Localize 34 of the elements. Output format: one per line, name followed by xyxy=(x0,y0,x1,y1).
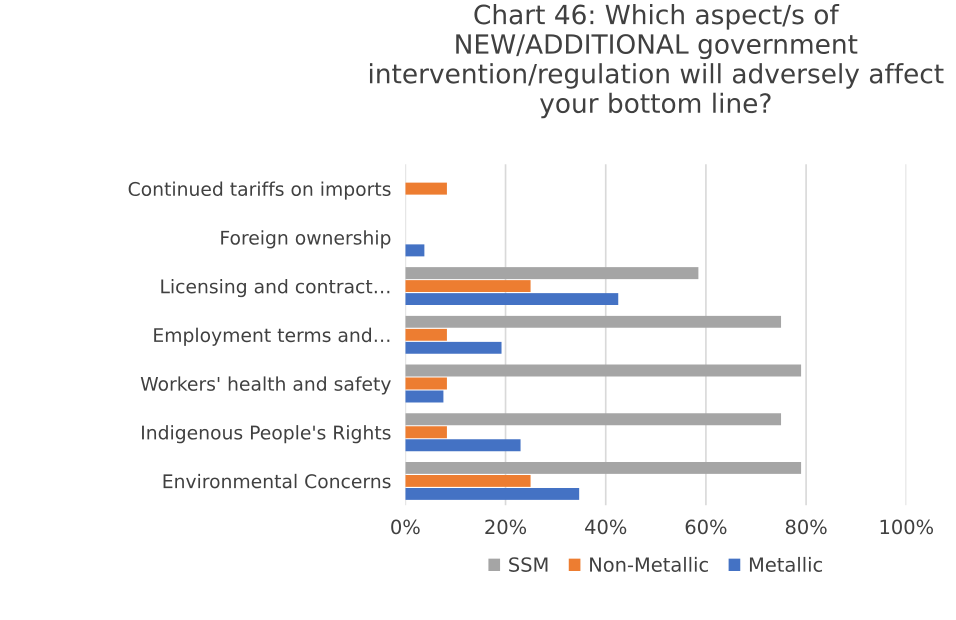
bar xyxy=(405,267,698,280)
bar xyxy=(405,364,802,376)
bar xyxy=(405,413,782,426)
x-tick-label: 40% xyxy=(585,520,626,534)
bar xyxy=(405,316,782,328)
y-tick-label: Continued tariffs on imports xyxy=(128,182,391,200)
x-tick-label: 20% xyxy=(485,520,526,534)
bar xyxy=(405,488,580,500)
legend-label: Non-Metallic xyxy=(590,556,708,572)
bar xyxy=(405,378,447,390)
y-tick-label: Environmental Concerns xyxy=(164,474,391,488)
y-tick-label: Employment terms and… xyxy=(154,328,390,346)
x-tick-label: 0% xyxy=(391,520,420,534)
bar xyxy=(405,439,521,452)
y-tick-label: Indigenous People's Rights xyxy=(142,425,391,444)
bar xyxy=(405,280,531,292)
bar xyxy=(405,426,447,438)
bar xyxy=(405,244,424,256)
bar xyxy=(405,462,802,474)
bar xyxy=(405,390,444,402)
bar xyxy=(405,328,447,341)
y-tick-label: Foreign ownership xyxy=(221,230,390,248)
bar xyxy=(405,474,531,487)
legend-label: Metallic xyxy=(750,556,822,572)
x-tick-label: 60% xyxy=(686,520,726,534)
legend-label: SSM xyxy=(509,557,548,572)
bar xyxy=(405,182,447,195)
bar xyxy=(405,342,502,354)
chart-title: Chart 46: Which aspect/s of NEW/ADDITIONAL government intervention/regulation will adversely affect your bottom line? xyxy=(370,4,944,118)
x-tick-label: 100% xyxy=(880,520,934,534)
x-tick-label: 80% xyxy=(786,520,827,534)
bar xyxy=(405,293,618,306)
y-tick-label: Workers' health and safety xyxy=(140,376,391,395)
y-tick-label: Licensing and contract… xyxy=(161,278,390,298)
